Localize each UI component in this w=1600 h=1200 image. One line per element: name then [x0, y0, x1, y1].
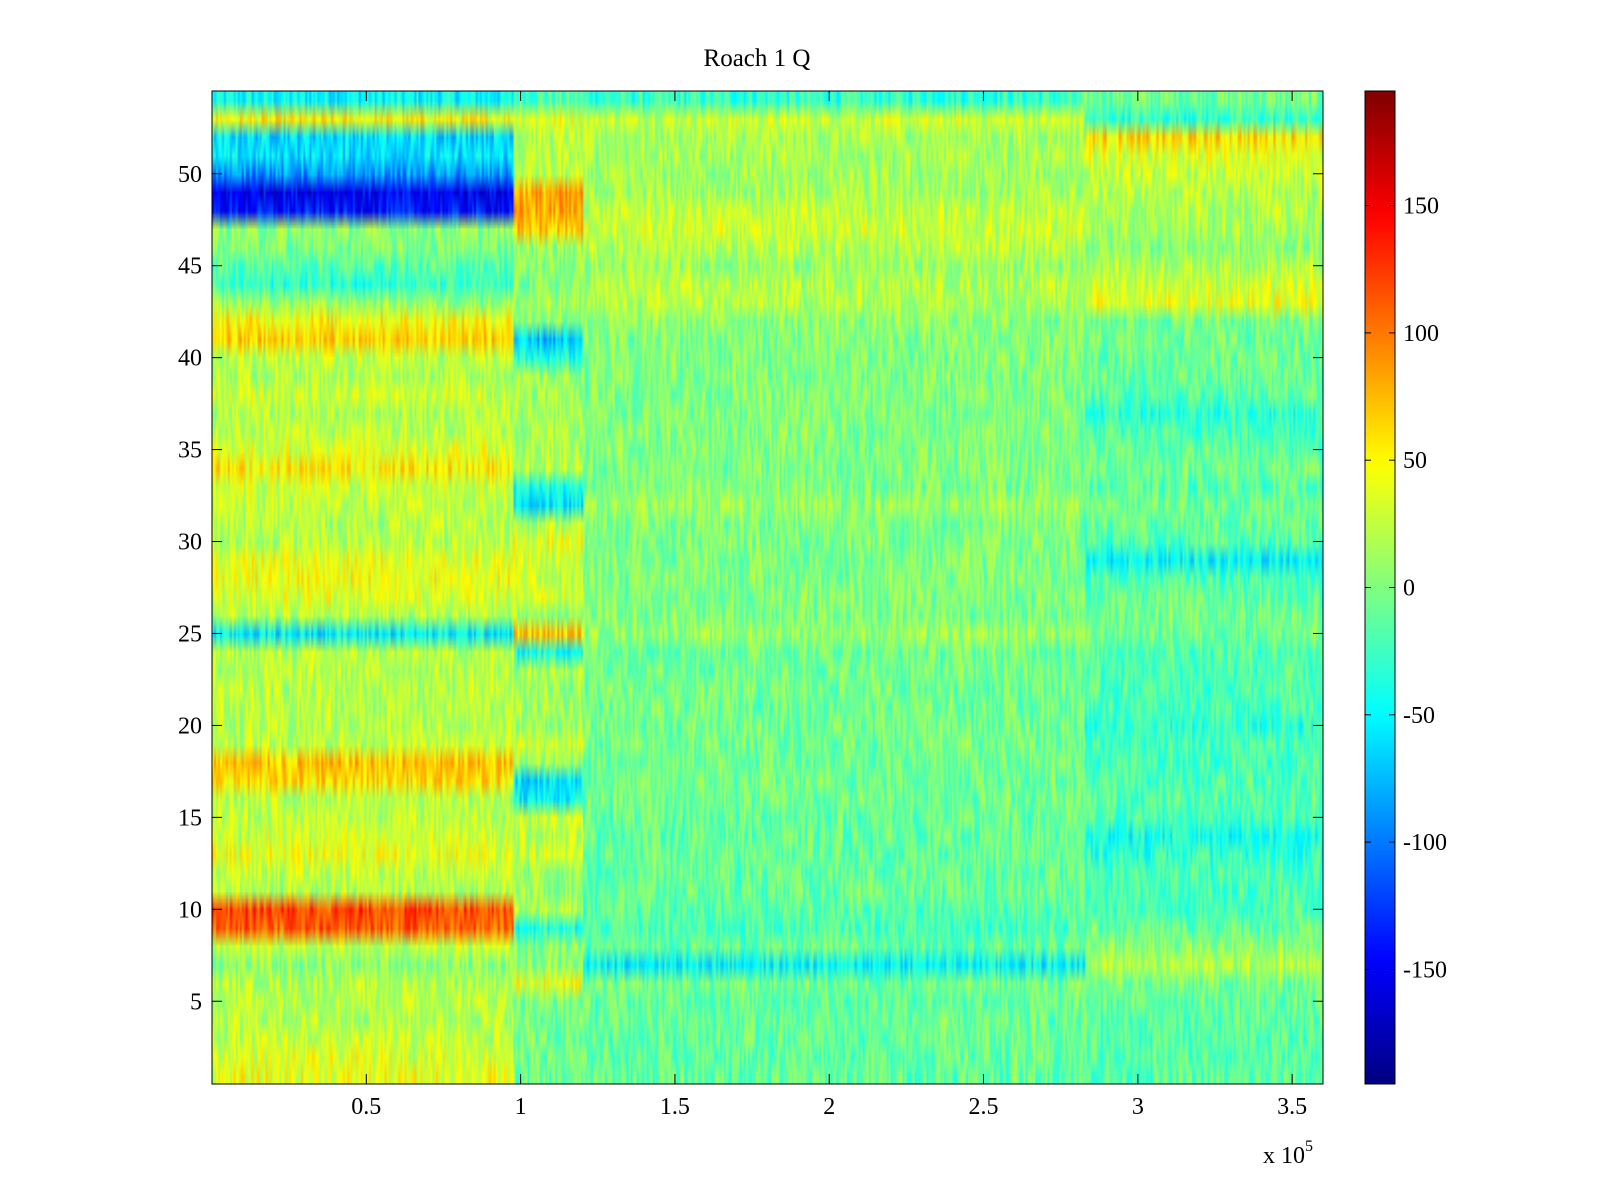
chart-title: Roach 1 Q — [704, 45, 811, 72]
y-tick-label: 30 — [178, 530, 202, 556]
y-tick-label: 45 — [178, 254, 202, 280]
y-tick-label: 15 — [178, 805, 202, 831]
y-tick-label: 5 — [190, 989, 202, 1015]
x-tick-label: 3 — [1132, 1094, 1144, 1120]
colorbar-tick-label: -100 — [1403, 830, 1447, 856]
x-tick-label: 0.5 — [351, 1094, 381, 1120]
x-tick-label: 2 — [823, 1094, 835, 1120]
colorbar-ticks: -150 -100 -50 0 50 100 150 — [1365, 194, 1447, 983]
colorbar-tick-label: 0 — [1403, 576, 1415, 602]
plot-frame — [211, 90, 1324, 1085]
x-multiplier-exponent: 5 — [1305, 1138, 1313, 1155]
colorbar-tick-label: -150 — [1403, 957, 1447, 983]
x-tick-label: 2.5 — [969, 1094, 999, 1120]
y-tick-label: 35 — [178, 438, 202, 464]
colorbar-tick-label: -50 — [1403, 703, 1435, 729]
y-tick-label: 20 — [178, 713, 202, 739]
x-tick-label: 1.5 — [660, 1094, 690, 1120]
y-axis-ticks: 5 10 15 20 25 30 35 40 45 50 — [178, 162, 1323, 1015]
y-tick-label: 25 — [178, 621, 202, 647]
x-axis-ticks: 0.5 1 1.5 2 2.5 3 3.5 — [351, 91, 1307, 1120]
x-tick-label: 1 — [515, 1094, 527, 1120]
y-tick-label: 40 — [178, 346, 202, 372]
y-tick-label: 10 — [178, 897, 202, 923]
colorbar-tick-label: 100 — [1403, 321, 1439, 347]
colorbar-tick-label: 50 — [1403, 448, 1427, 474]
x-multiplier-label: x 105 — [1263, 1138, 1313, 1169]
y-tick-label: 50 — [178, 162, 202, 188]
colorbar-tick-label: 150 — [1403, 194, 1439, 220]
heatmap-image — [212, 91, 1323, 1084]
x-multiplier-base: x 10 — [1263, 1143, 1305, 1169]
x-tick-label: 3.5 — [1277, 1094, 1307, 1120]
